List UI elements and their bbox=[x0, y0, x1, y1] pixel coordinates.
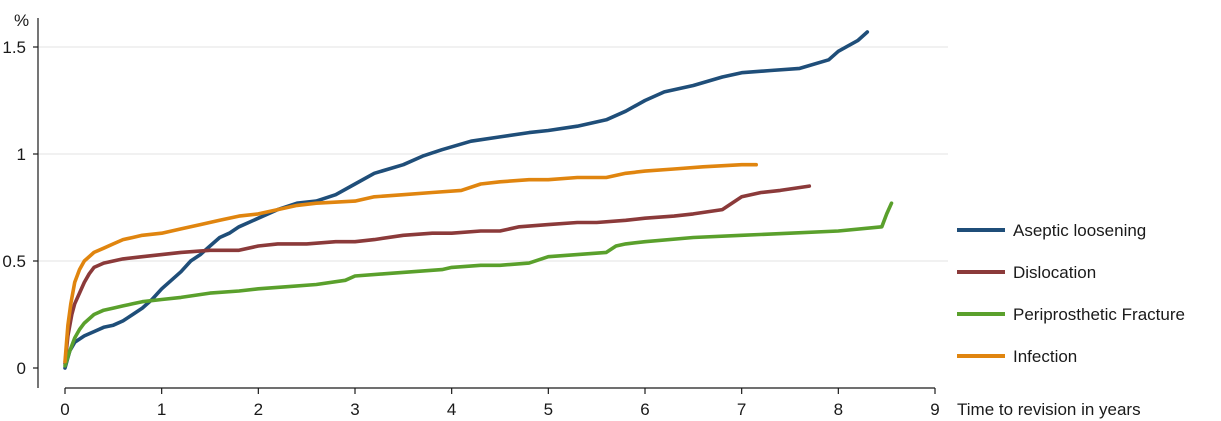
x-tick-label: 7 bbox=[737, 400, 746, 419]
x-tick-label: 0 bbox=[60, 400, 69, 419]
x-tick-label: 6 bbox=[640, 400, 649, 419]
x-axis-label: Time to revision in years bbox=[957, 400, 1141, 419]
series-line-periprosthetic-fracture bbox=[63, 201, 894, 368]
series-line-infection bbox=[63, 162, 758, 364]
y-axis-ticks: 0 0.5 1 1.5 bbox=[2, 38, 38, 378]
axes bbox=[37, 18, 935, 389]
y-axis-label: % bbox=[14, 11, 29, 30]
x-tick-label: 2 bbox=[254, 400, 263, 419]
x-tick-label: 1 bbox=[157, 400, 166, 419]
x-tick-label: 4 bbox=[447, 400, 456, 419]
y-tick-label: 1.5 bbox=[2, 38, 26, 57]
x-tick-label: 8 bbox=[834, 400, 843, 419]
x-axis-ticks: 0 1 2 3 4 5 6 7 8 9 bbox=[60, 388, 940, 419]
x-tick-label: 9 bbox=[930, 400, 939, 419]
y-tick-label: 0.5 bbox=[2, 252, 26, 271]
legend: Aseptic loosening Dislocation Periprosthet… bbox=[957, 221, 1185, 366]
legend-label: Infection bbox=[1013, 347, 1077, 366]
series-line-aseptic-loosening bbox=[63, 30, 870, 370]
x-tick-label: 5 bbox=[544, 400, 553, 419]
legend-label: Periprosthetic Fracture bbox=[1013, 305, 1185, 324]
legend-label: Dislocation bbox=[1013, 263, 1096, 282]
legend-label: Aseptic loosening bbox=[1013, 221, 1146, 240]
y-tick-label: 0 bbox=[17, 359, 26, 378]
x-tick-label: 3 bbox=[350, 400, 359, 419]
series-lines bbox=[63, 30, 894, 370]
y-tick-label: 1 bbox=[17, 145, 26, 164]
series-line-dislocation bbox=[63, 184, 812, 366]
